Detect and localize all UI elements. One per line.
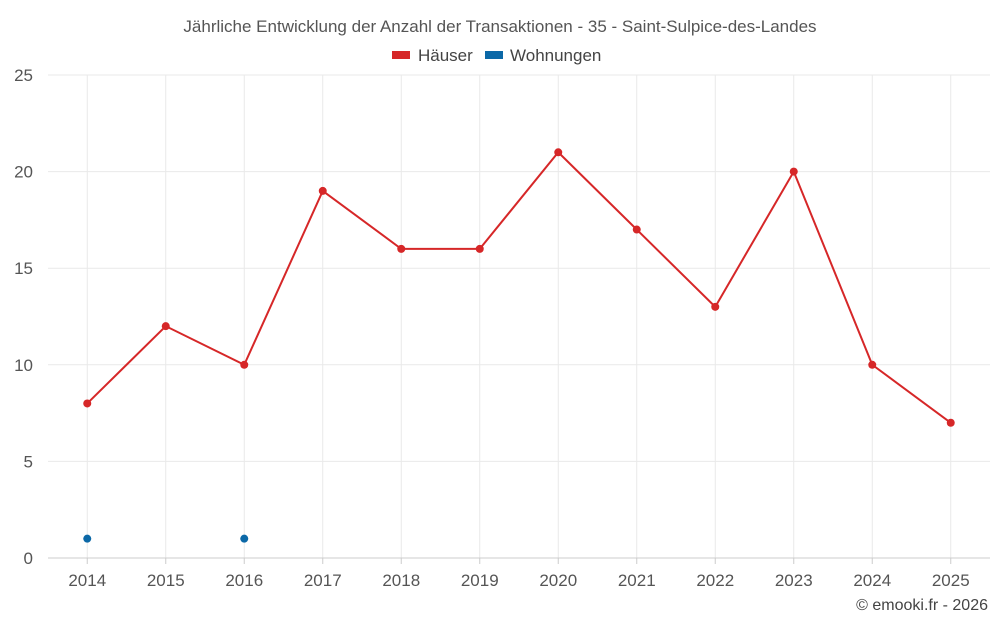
series [83,148,955,543]
data-point-haeuser[interactable] [789,167,798,176]
y-tick-label: 25 [14,66,33,85]
x-tick-label: 2017 [304,571,342,590]
data-point-haeuser[interactable] [397,244,406,253]
y-tick-label: 5 [24,452,33,471]
data-point-haeuser[interactable] [868,360,877,369]
data-point-haeuser[interactable] [711,302,720,311]
y-tick-label: 20 [14,163,33,182]
x-tick-label: 2025 [932,571,970,590]
data-point-wohnungen[interactable] [240,534,249,543]
grid [48,74,990,558]
legend-item-wohnungen[interactable]: Wohnungen [485,46,601,65]
x-tick-label: 2020 [539,571,577,590]
y-tick-label: 15 [14,259,33,278]
legend-label-wohnungen: Wohnungen [510,46,601,65]
y-tick-label: 0 [24,549,33,568]
data-point-wohnungen[interactable] [83,534,92,543]
x-tick-label: 2014 [68,571,106,590]
data-point-haeuser[interactable] [83,399,92,408]
y-tick-label: 10 [14,356,33,375]
legend-swatch-haeuser [392,51,410,59]
x-tick-label: 2021 [618,571,656,590]
chart-title: Jährliche Entwicklung der Anzahl der Tra… [183,17,816,36]
data-point-haeuser[interactable] [554,148,563,157]
data-point-haeuser[interactable] [318,186,327,195]
data-point-haeuser[interactable] [946,418,955,427]
x-tick-label: 2018 [382,571,420,590]
x-tick-label: 2022 [696,571,734,590]
data-point-haeuser[interactable] [632,225,641,234]
x-tick-label: 2015 [147,571,185,590]
series-line-haeuser [86,150,952,424]
x-tick-label: 2016 [225,571,263,590]
legend-item-haeuser[interactable]: Häuser [392,46,473,65]
x-tick-label: 2023 [775,571,813,590]
legend: Häuser Wohnungen [392,46,601,65]
data-point-haeuser[interactable] [240,360,249,369]
x-tick-label: 2019 [461,571,499,590]
data-point-haeuser[interactable] [475,244,484,253]
credit-text: © emooki.fr - 2026 [856,597,988,614]
x-tick-label: 2024 [853,571,891,590]
legend-label-haeuser: Häuser [418,46,473,65]
legend-swatch-wohnungen [485,51,503,59]
data-point-haeuser[interactable] [161,322,170,331]
